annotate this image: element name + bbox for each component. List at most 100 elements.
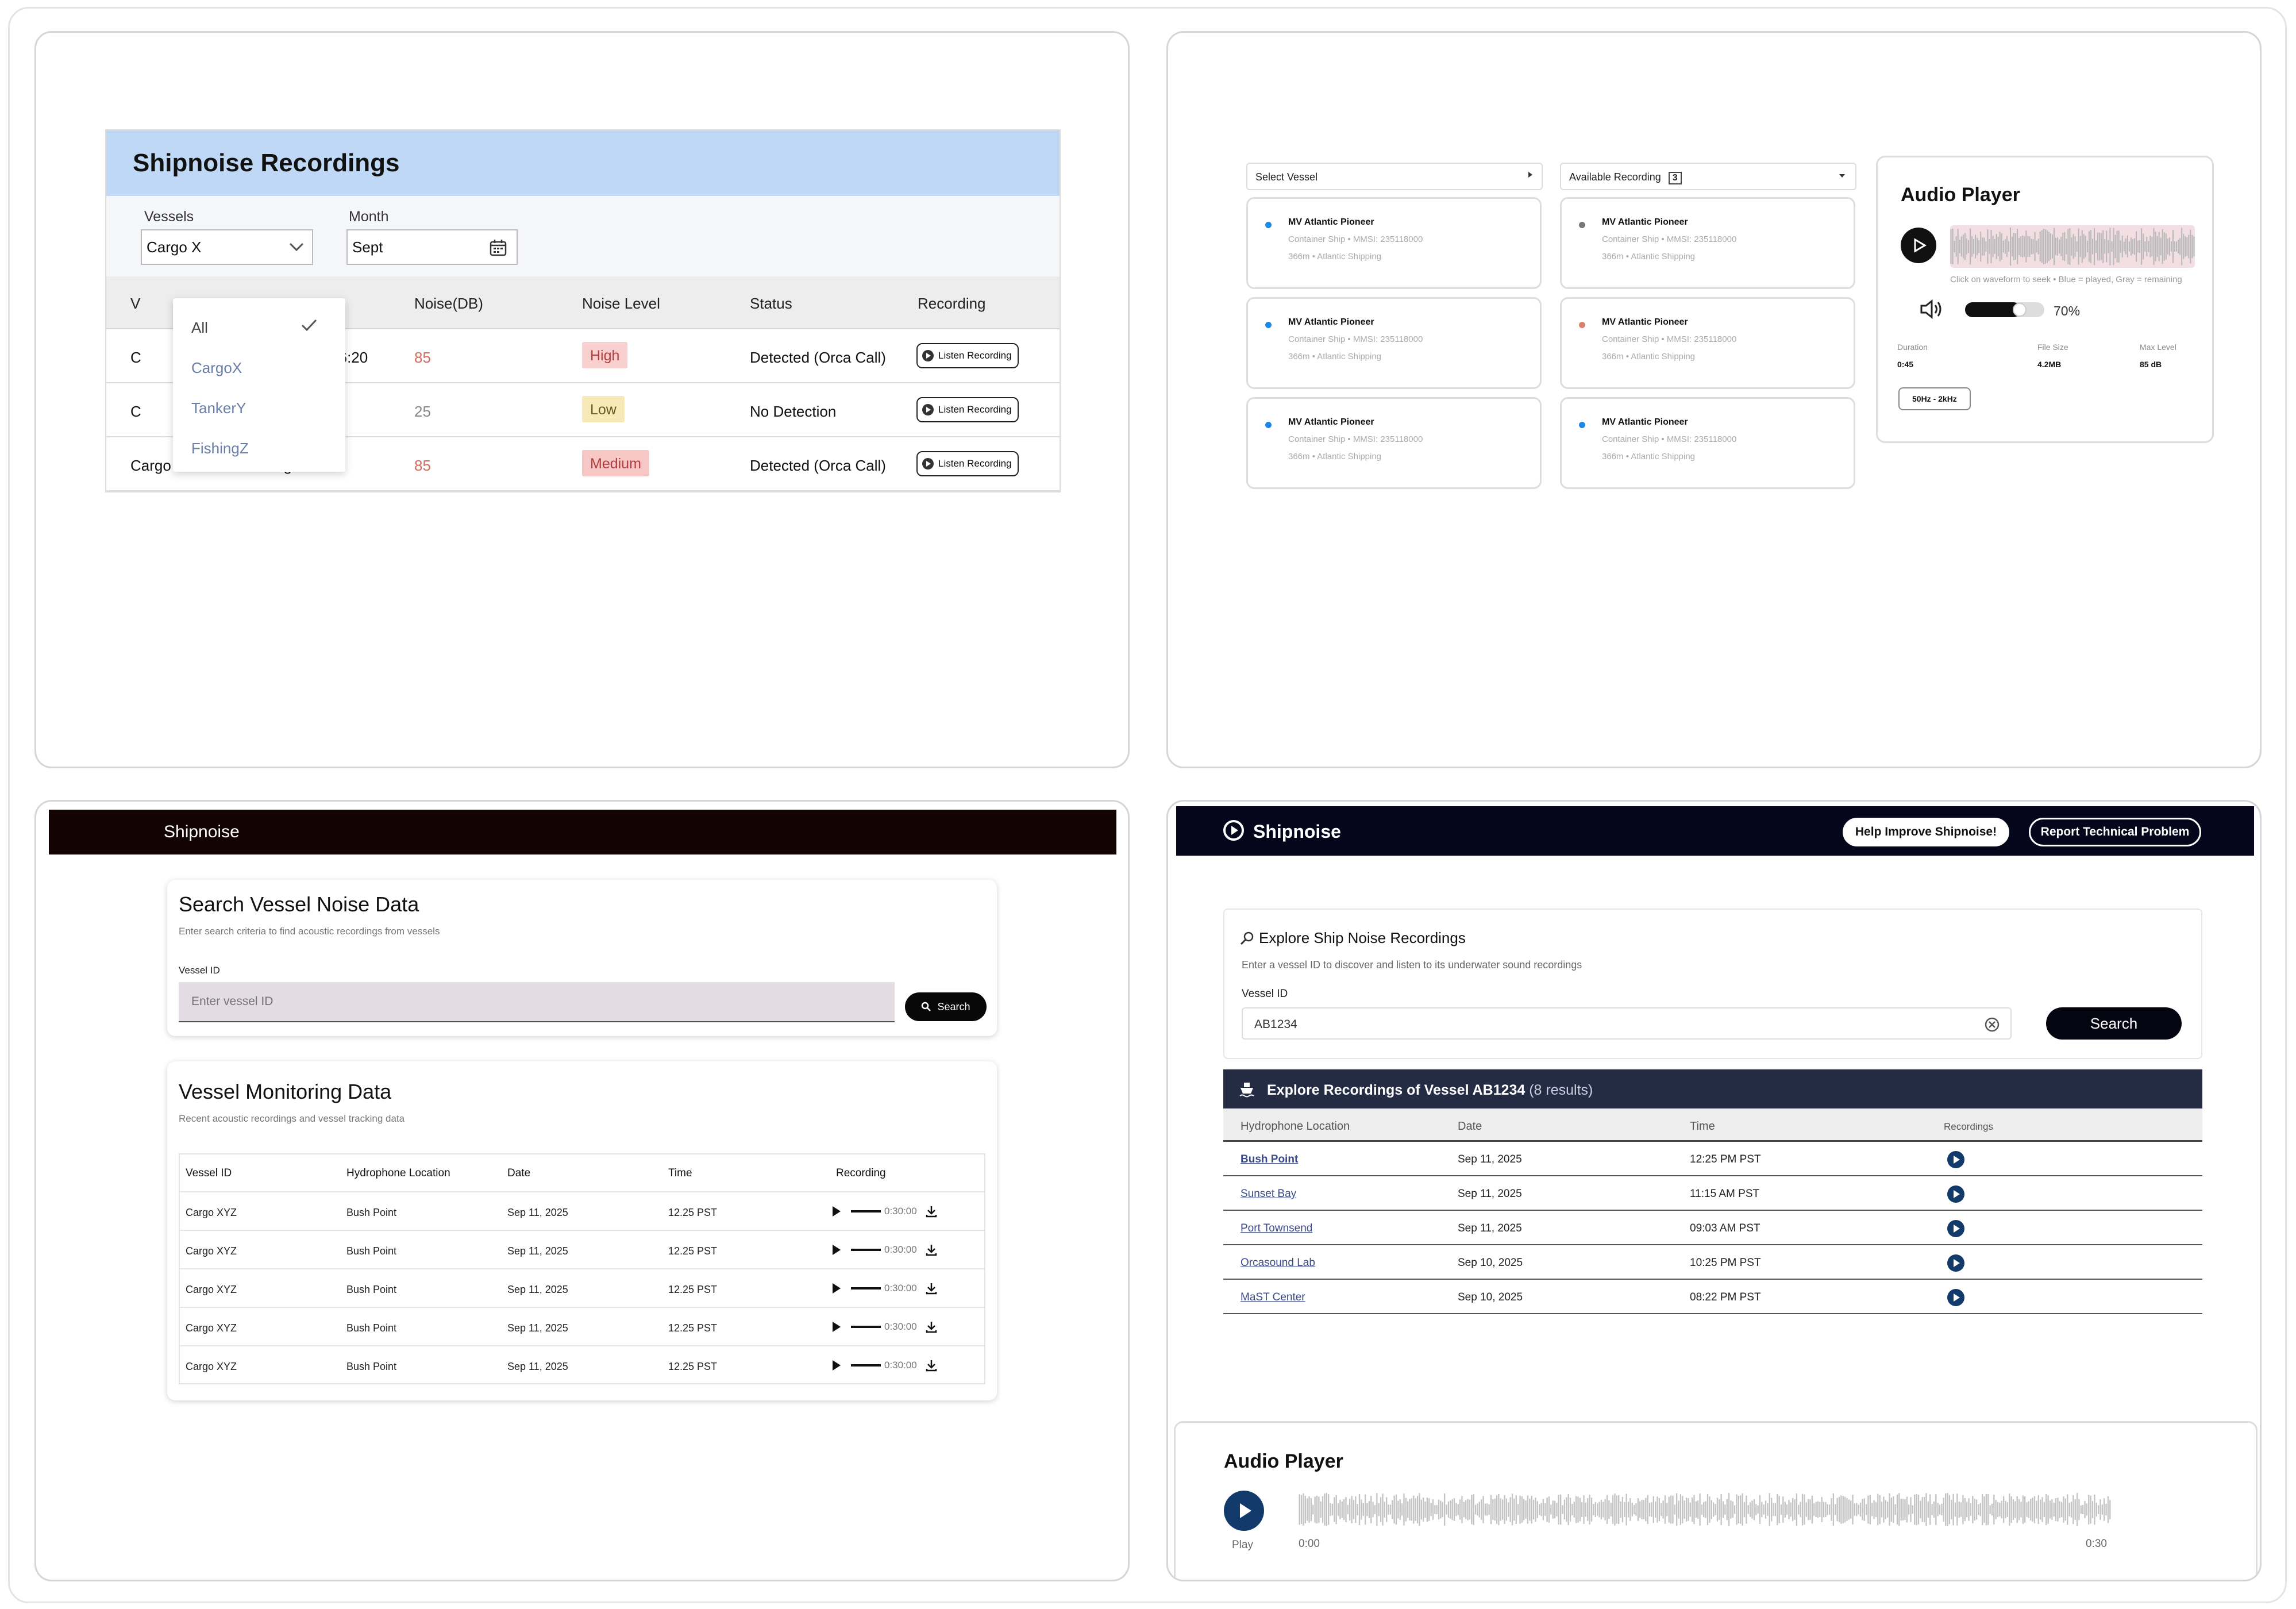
report-problem-button[interactable]: Report Technical Problem (2029, 818, 2201, 846)
time-cell: 12.25 PST (668, 1207, 718, 1218)
stat-label: File Size (2037, 342, 2068, 352)
logo-icon (1223, 820, 1244, 841)
listen-recording-button[interactable]: Listen Recording (916, 343, 1019, 368)
play-icon[interactable] (833, 1283, 841, 1294)
search-icon (922, 1002, 931, 1011)
vessel-cell: Cargo XYZ (186, 1284, 237, 1295)
date-cell: Sep 11, 2025 (1458, 1222, 1522, 1234)
play-recording-button[interactable] (1947, 1254, 1964, 1272)
dropdown-option-tankery[interactable]: TankerY (191, 399, 246, 417)
play-icon[interactable] (833, 1322, 841, 1332)
audio-player-title: Audio Player (1224, 1450, 1343, 1472)
volume-handle[interactable] (2012, 303, 2027, 317)
table-row: Cargo XYZ Bush Point Sep 11, 2025 12.25 PST… (180, 1191, 984, 1230)
vessel-card[interactable]: MV Atlantic Pioneer Container Ship • MMS… (1246, 197, 1542, 289)
vessel-id-label: Vessel ID (1242, 988, 1288, 1000)
results-header: Explore Recordings of Vessel AB1234 (8 r… (1223, 1069, 2202, 1108)
status-dot (1265, 322, 1272, 328)
play-button[interactable] (1224, 1491, 1264, 1531)
search-button[interactable]: Search (905, 992, 987, 1021)
hydrophone-link[interactable]: Orcasound Lab (1241, 1257, 1315, 1269)
play-icon[interactable] (833, 1245, 841, 1255)
progress-track[interactable] (851, 1210, 881, 1212)
available-recording-label: Available Recording (1569, 171, 1661, 183)
clear-icon[interactable] (1984, 1017, 2000, 1033)
frequency-band-chip[interactable]: 50Hz - 2kHz (1898, 387, 1971, 410)
noise-level-badge: Medium (582, 450, 649, 476)
vessel-cell: C (130, 349, 141, 366)
play-icon (1914, 238, 1927, 253)
hydrophone-link[interactable]: Sunset Bay (1241, 1188, 1297, 1200)
vessel-id-input[interactable] (179, 982, 895, 1022)
listen-recording-button[interactable]: Listen Recording (916, 451, 1019, 476)
app-header: Shipnoise (49, 810, 1116, 854)
status-dot (1579, 322, 1585, 328)
time-start: 0:00 (1299, 1538, 1320, 1550)
chevron-down-icon (289, 242, 304, 252)
location-cell: Bush Point (346, 1322, 397, 1334)
table-row: Cargo XYZ Bush Point Sep 11, 2025 12.25 PST… (180, 1268, 984, 1307)
dropdown-option-cargox[interactable]: CargoX (191, 359, 242, 376)
download-icon[interactable] (925, 1282, 938, 1295)
dropdown-option-fishingz[interactable]: FishingZ (191, 440, 249, 457)
explore-title: Explore Ship Noise Recordings (1259, 929, 1466, 946)
mini-player: 0:30:00 (833, 1321, 938, 1333)
results-table-header: Hydrophone Location Date Time Recordings (1223, 1108, 2202, 1142)
progress-track[interactable] (851, 1364, 881, 1367)
play-circle-icon (922, 350, 934, 361)
column-header: Noise Level (582, 295, 660, 312)
vessel-name: MV Atlantic Pioneer (1602, 417, 1688, 427)
duration-label: 0:30:00 (884, 1206, 917, 1217)
hydrophone-link[interactable]: Bush Point (1241, 1153, 1299, 1165)
volume-icon[interactable] (1919, 299, 1944, 320)
waveform[interactable] (1950, 225, 2195, 268)
available-recording-dropdown[interactable]: Available Recording 3 (1560, 163, 1856, 190)
volume-slider[interactable] (1965, 302, 2044, 317)
search-button-label: Search (937, 1000, 970, 1013)
play-recording-button[interactable] (1947, 1151, 1964, 1168)
play-button[interactable] (1901, 228, 1936, 263)
play-recording-button[interactable] (1947, 1220, 1964, 1237)
progress-track[interactable] (851, 1249, 881, 1251)
listen-recording-button[interactable]: Listen Recording (916, 397, 1019, 422)
app-brand[interactable]: Shipnoise (164, 822, 240, 841)
play-recording-button[interactable] (1947, 1289, 1964, 1306)
play-icon[interactable] (833, 1206, 841, 1217)
play-icon[interactable] (833, 1360, 841, 1371)
play-recording-button[interactable] (1947, 1185, 1964, 1203)
hydrophone-link[interactable]: MaST Center (1241, 1291, 1305, 1303)
download-icon[interactable] (925, 1321, 938, 1333)
vessel-card[interactable]: MV Atlantic Pioneer Container Ship • MMS… (1246, 397, 1542, 489)
calendar-icon[interactable] (489, 238, 507, 257)
app-brand[interactable]: Shipnoise (1253, 821, 1341, 842)
vessel-card[interactable]: MV Atlantic Pioneer Container Ship • MMS… (1246, 297, 1542, 389)
vessel-type: Container Ship • MMSI: 235118000 (1288, 434, 1423, 444)
duration-label: 0:30:00 (884, 1360, 917, 1371)
select-vessel-dropdown[interactable]: Select Vessel (1246, 163, 1543, 190)
vessel-card[interactable]: MV Atlantic Pioneer Container Ship • MMS… (1560, 397, 1855, 489)
download-icon[interactable] (925, 1244, 938, 1256)
download-icon[interactable] (925, 1359, 938, 1372)
waveform[interactable] (1299, 1491, 2111, 1529)
search-button[interactable]: Search (2046, 1007, 2182, 1040)
progress-track[interactable] (851, 1287, 881, 1289)
vessel-id-input[interactable]: AB1234 (1242, 1007, 2012, 1040)
location-cell: Bush Point (346, 1245, 397, 1257)
download-icon[interactable] (925, 1205, 938, 1218)
vessel-card[interactable]: MV Atlantic Pioneer Container Ship • MMS… (1560, 297, 1855, 389)
hydrophone-link[interactable]: Port Townsend (1241, 1222, 1313, 1234)
month-picker[interactable]: Sept (346, 229, 518, 265)
stat-label: Duration (1897, 342, 1928, 352)
progress-track[interactable] (851, 1326, 881, 1328)
vessel-cell: Cargo XYZ (186, 1322, 237, 1334)
vessels-select[interactable]: Cargo X (141, 229, 313, 265)
dropdown-option-all[interactable]: All (191, 319, 208, 336)
date-cell: Sep 11, 2025 (1458, 1153, 1522, 1165)
stat-value: 0:45 (1897, 360, 1914, 369)
help-improve-button[interactable]: Help Improve Shipnoise! (1843, 818, 2009, 846)
vessel-name: MV Atlantic Pioneer (1288, 217, 1374, 227)
bottom-audio-player: Audio Player Play 0:00 0:30 (1174, 1421, 2258, 1580)
vessel-search-panel: Shipnoise Search Vessel Noise Data Enter… (34, 800, 1130, 1581)
vessel-card[interactable]: MV Atlantic Pioneer Container Ship • MMS… (1560, 197, 1855, 289)
column-header: Date (507, 1167, 531, 1179)
